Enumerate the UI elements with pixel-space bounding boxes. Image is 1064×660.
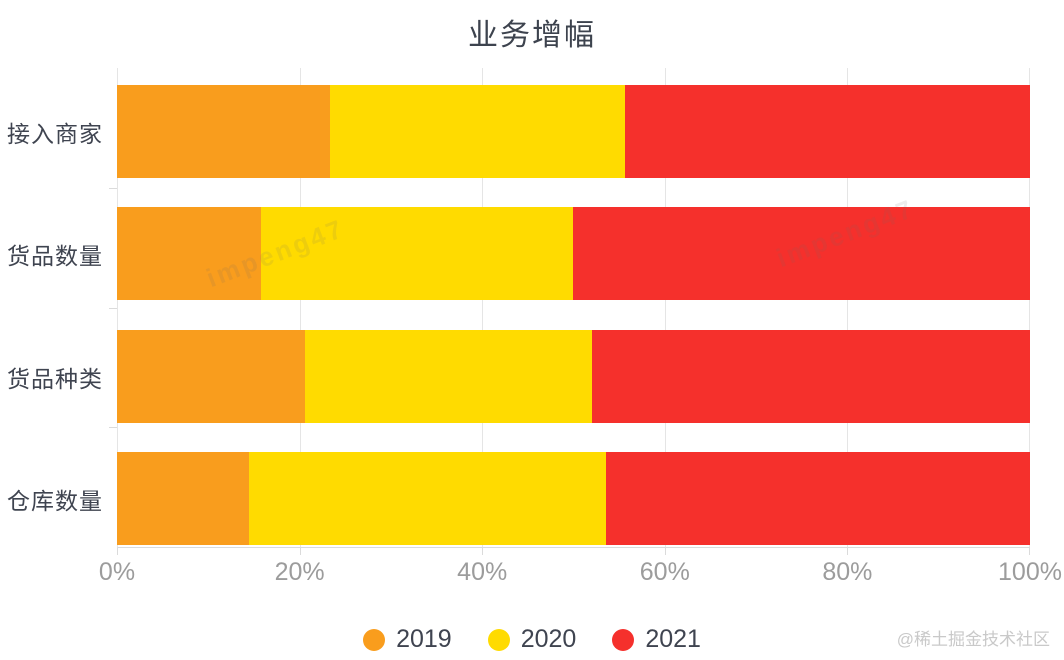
- bar-segment-2019[interactable]: [117, 85, 330, 178]
- bar-segment-2021[interactable]: [606, 452, 1030, 545]
- y-axis-label-goods-types: 货品种类: [7, 365, 103, 392]
- y-axis-tick: [109, 308, 117, 309]
- corner-watermark: @稀土掘金技术社区: [896, 630, 1050, 649]
- legend-dot-2020: [487, 628, 510, 651]
- x-axis-tick: [482, 547, 484, 555]
- y-axis-label-goods-quantity: 货品数量: [7, 242, 103, 269]
- x-axis-tick: [1029, 547, 1030, 555]
- legend: 2019 2020 2021: [0, 625, 1064, 654]
- y-axis-tick: [109, 427, 117, 428]
- bar-row-goods-quantity: [117, 207, 1030, 300]
- x-axis-tick: [117, 547, 118, 555]
- x-axis-label-60: 60%: [639, 558, 690, 586]
- x-axis-tick: [847, 547, 849, 555]
- legend-label-2020: 2020: [520, 625, 577, 653]
- legend-label-2019: 2019: [396, 625, 452, 653]
- legend-item-2021[interactable]: 2021: [612, 625, 701, 654]
- bar-segment-2020[interactable]: [329, 85, 625, 178]
- x-axis-tick: [664, 547, 666, 555]
- legend-dot-2021: [612, 628, 635, 651]
- bar-row-goods-types: [117, 330, 1030, 423]
- gridline-100pct: [1029, 68, 1030, 547]
- x-axis-label-40: 40%: [457, 558, 508, 586]
- bar-segment-2021[interactable]: [573, 207, 1030, 300]
- bar-row-merchants: [117, 85, 1030, 178]
- x-axis-label-20: 20%: [274, 558, 325, 586]
- bar-segment-2019[interactable]: [117, 452, 250, 545]
- x-axis-label-100: 100%: [998, 558, 1062, 586]
- plot-area: impeng47 impeng47: [109, 68, 1030, 555]
- bar-segment-2020[interactable]: [249, 452, 607, 545]
- x-axis-label-0: 0%: [98, 558, 136, 586]
- x-axis-label-80: 80%: [822, 558, 873, 586]
- y-axis-label-warehouses: 仓库数量: [7, 487, 103, 514]
- bar-segment-2019[interactable]: [117, 207, 262, 300]
- bar-segment-2020[interactable]: [261, 207, 574, 300]
- bar-segment-2020[interactable]: [305, 330, 592, 423]
- gridline-20pct: [299, 68, 301, 547]
- gridline-60pct: [664, 68, 666, 547]
- bar-segment-2021[interactable]: [591, 330, 1030, 423]
- bar-row-warehouses: [117, 452, 1030, 545]
- x-axis-tick: [299, 547, 301, 555]
- y-axis-labels: 接入商家 货品数量 货品种类 仓库数量: [0, 68, 103, 547]
- gridline-80pct: [847, 68, 849, 547]
- legend-label-2021: 2021: [645, 625, 701, 653]
- y-axis-label-merchants: 接入商家: [7, 120, 103, 147]
- y-axis-tick: [109, 188, 117, 189]
- legend-item-2020[interactable]: 2020: [487, 625, 577, 654]
- chart-title: 业务增幅: [468, 19, 596, 52]
- gridline-40pct: [482, 68, 484, 547]
- legend-dot-2019: [363, 628, 386, 651]
- bar-segment-2021[interactable]: [624, 85, 1030, 178]
- legend-item-2019[interactable]: 2019: [363, 625, 452, 654]
- gridline-0pct: [117, 68, 118, 547]
- bar-segment-2019[interactable]: [117, 330, 306, 423]
- x-axis-labels: 0% 20% 40% 60% 80% 100%: [99, 558, 1062, 592]
